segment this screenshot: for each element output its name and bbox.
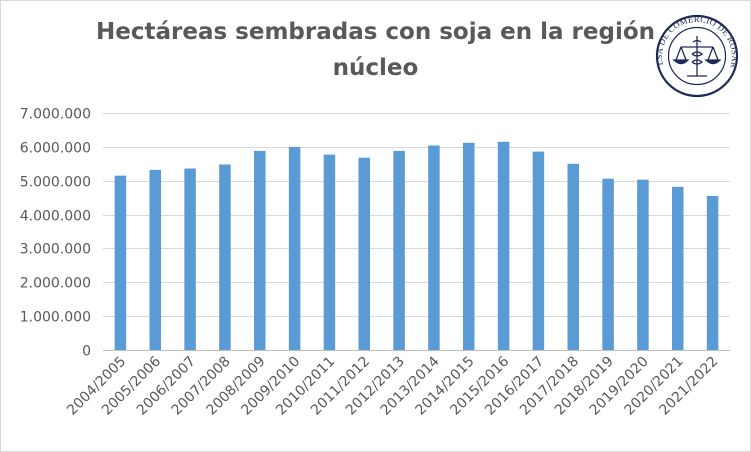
bar-2006-2007: [184, 168, 196, 350]
bar-2018-2019: [602, 178, 614, 350]
scales-caduceus-icon: [672, 36, 722, 77]
bar-2011-2012: [358, 157, 370, 350]
bar-2019-2020: [637, 179, 649, 350]
bar-2017-2018: [567, 163, 579, 350]
bar-2004-2005: [114, 175, 127, 350]
y-tick-label: 3.000.000: [20, 242, 91, 258]
y-tick-label: 0: [82, 344, 91, 360]
y-tick-label: 1.000.000: [20, 310, 91, 326]
chart-title-line-1: Hectáreas sembradas con soja en la regió…: [96, 19, 655, 45]
x-axis-tick-labels: 2004/20052005/20062006/20072007/20082008…: [64, 353, 721, 418]
y-tick-label: 7.000.000: [20, 107, 91, 123]
bar-2009-2010: [288, 146, 301, 350]
bar-2008-2009: [254, 150, 266, 350]
y-tick-label: 6.000.000: [20, 141, 91, 157]
seal-inner-ring: [667, 26, 727, 86]
bar-2010-2011: [323, 154, 336, 350]
bar-2012-2013: [393, 150, 405, 350]
bar-2005-2006: [149, 169, 161, 350]
bars: [114, 141, 719, 350]
bolsa-logo-seal: BOLSA DE COMERCIO DE ROSARIO: [654, 14, 740, 98]
bar-2007-2008: [219, 164, 231, 350]
bar-2021-2022: [706, 195, 719, 350]
y-tick-label: 2.000.000: [20, 276, 91, 292]
chart-title: Hectáreas sembradas con soja en la regió…: [0, 14, 751, 86]
gridlines: [103, 113, 730, 317]
bar-2015-2016: [497, 141, 510, 350]
chart-title-line-2: núcleo: [332, 55, 419, 81]
bar-2020-2021: [672, 186, 684, 350]
y-axis-tick-labels: 0 1.000.000 2.000.000 3.000.000 4.000.000 5.0…: [20, 107, 91, 360]
y-tick-label: 4.000.000: [20, 209, 91, 225]
bar-2014-2015: [463, 142, 475, 350]
y-tick-label: 5.000.000: [20, 175, 91, 191]
bar-2016-2017: [532, 151, 545, 350]
bar-2013-2014: [428, 145, 440, 350]
